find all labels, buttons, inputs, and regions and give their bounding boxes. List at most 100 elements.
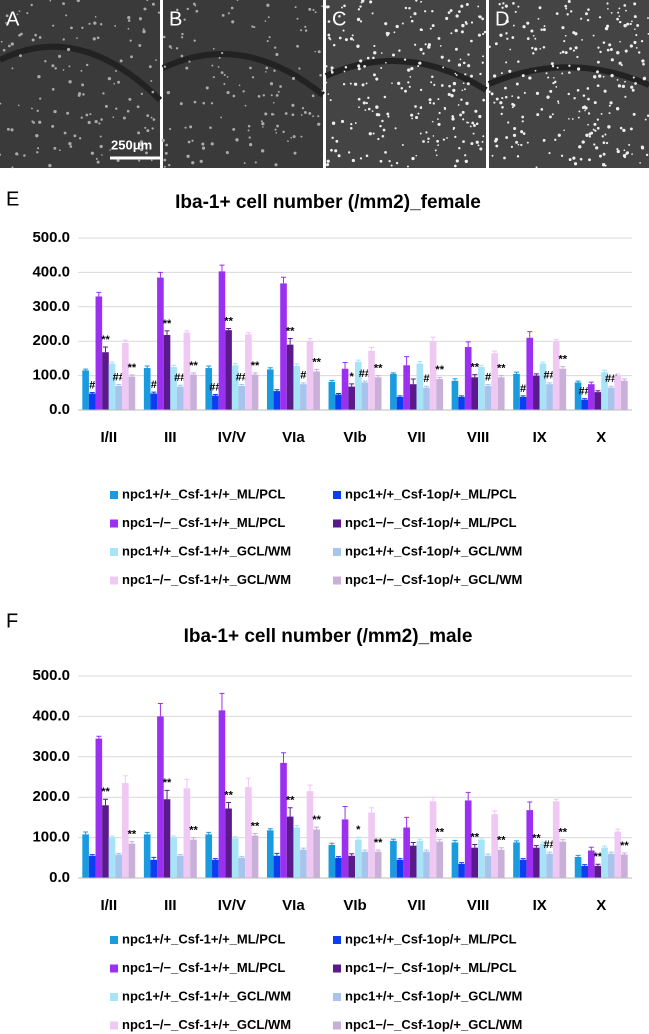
bar: [96, 739, 103, 878]
error-bar: [582, 399, 587, 400]
cell-dot: [463, 82, 465, 84]
cell-dot: [589, 135, 591, 137]
cell-dot: [420, 89, 422, 91]
cell-dot: [265, 67, 268, 70]
bar: [293, 366, 300, 410]
significance: **: [497, 363, 506, 375]
cell-dot: [270, 82, 273, 85]
cell-dot: [531, 47, 533, 49]
cell-dot: [202, 102, 205, 105]
cell-dot: [327, 5, 330, 8]
cell-dot: [528, 76, 531, 79]
cell-dot: [396, 25, 399, 28]
cell-dot: [588, 112, 590, 114]
cell-dot: [357, 18, 360, 21]
bar: [595, 866, 602, 878]
y-tick-label: 400.0: [32, 263, 70, 280]
cell-dot: [409, 76, 411, 78]
cell-dot: [130, 55, 133, 58]
cell-dot: [37, 75, 40, 78]
cell-dot: [34, 34, 37, 37]
cell-dot: [143, 28, 145, 30]
cell-dot: [437, 118, 439, 120]
cell-dot: [501, 113, 503, 115]
cell-dot: [511, 36, 514, 39]
bar: [232, 838, 239, 878]
cell-dot: [326, 163, 329, 166]
cell-dot: [146, 114, 149, 117]
significance: **: [532, 833, 541, 845]
error-bar: [437, 377, 442, 379]
bar: [280, 763, 287, 878]
cell-dot: [478, 34, 481, 37]
legend-swatch: [333, 491, 341, 499]
bar: [513, 374, 520, 410]
bar: [342, 819, 349, 878]
cell-dot: [484, 31, 486, 33]
bar: [267, 830, 274, 878]
cell-dot: [304, 111, 307, 114]
cell-dot: [402, 144, 404, 146]
cell-dot: [314, 51, 316, 53]
cell-dot: [1, 41, 3, 43]
cell-dot: [413, 12, 416, 15]
cell-dot: [380, 67, 382, 69]
error-bar: [404, 357, 409, 366]
significance: *: [356, 824, 361, 836]
cell-dot: [253, 26, 255, 28]
cell-dot: [397, 82, 400, 85]
error-bar: [514, 372, 519, 374]
cell-dot: [211, 102, 213, 104]
error-bar: [184, 331, 189, 333]
bar: [190, 375, 197, 410]
cell-dot: [321, 5, 323, 7]
bar: [307, 791, 314, 878]
cell-dot: [137, 131, 140, 134]
panel-label: B: [169, 8, 182, 30]
bar: [417, 364, 424, 410]
cell-dot: [437, 98, 439, 100]
error-bar: [560, 840, 565, 842]
error-bar: [424, 386, 429, 387]
cell-dot: [249, 67, 252, 70]
bar: [533, 848, 540, 878]
cell-dot: [273, 102, 275, 104]
cell-dot: [594, 130, 596, 132]
bar: [621, 381, 628, 410]
x-tick-label: X: [596, 429, 606, 446]
cell-dot: [410, 16, 412, 18]
cell-dot: [85, 114, 88, 117]
bar: [252, 375, 259, 410]
cell-dot: [482, 99, 485, 102]
error-bar: [486, 385, 491, 386]
cell-dot: [130, 40, 132, 42]
cell-dot: [428, 43, 431, 46]
cell-dot: [248, 129, 250, 131]
cell-dot: [350, 37, 353, 40]
error-bar: [560, 367, 565, 369]
error-bar: [391, 373, 396, 374]
cell-dot: [98, 122, 100, 124]
cell-dot: [305, 29, 307, 31]
cell-dot: [597, 46, 599, 48]
cell-dot: [68, 65, 70, 67]
cell-dot: [582, 106, 585, 109]
cell-dot: [543, 28, 546, 31]
bar: [313, 371, 320, 410]
cell-dot: [619, 21, 621, 23]
bar: [252, 836, 259, 878]
cell-dot: [417, 65, 419, 67]
cell-dot: [68, 142, 71, 145]
cell-dot: [358, 98, 361, 101]
error-bar: [362, 381, 367, 382]
cell-dot: [450, 94, 453, 97]
cell-dot: [578, 117, 580, 119]
bar: [581, 400, 588, 410]
significance: **: [620, 840, 629, 852]
cell-dot: [465, 22, 467, 24]
cell-dot: [607, 49, 610, 52]
cell-dot: [112, 116, 114, 118]
cell-dot: [450, 32, 452, 34]
cell-dot: [372, 57, 375, 60]
cell-dot: [275, 53, 278, 56]
